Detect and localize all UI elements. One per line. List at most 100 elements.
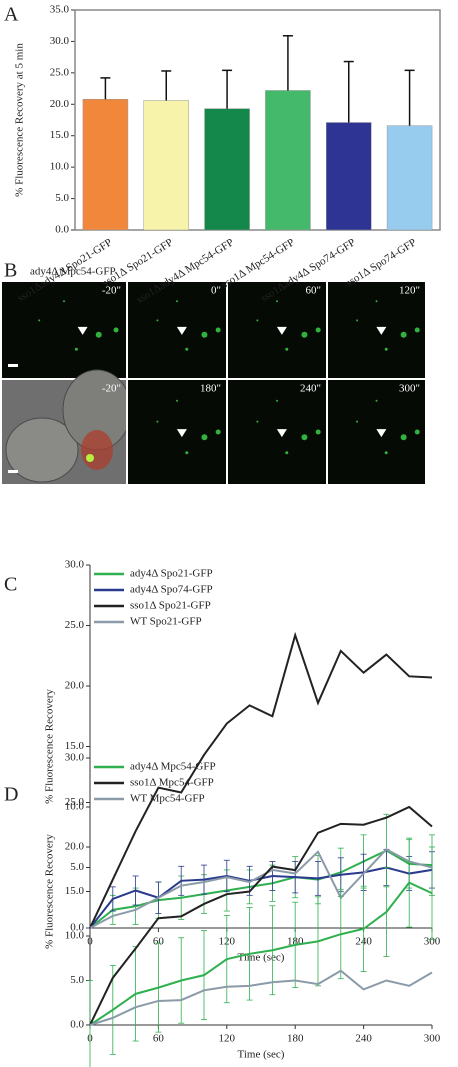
y-tick-label: 20.0	[65, 680, 85, 692]
y-tick-label: 0.0	[70, 922, 84, 934]
micrograph-frame: 300"	[328, 380, 427, 484]
gfp-spot	[86, 454, 94, 462]
time-label: 300"	[399, 383, 420, 395]
y-tick-label: 10.0	[65, 930, 85, 942]
y-tick-label: 5.0	[70, 861, 84, 873]
panel-letter: A	[4, 4, 19, 26]
gfp-spot	[156, 319, 159, 322]
gfp-spot	[113, 327, 119, 333]
legend-label: ady4Δ Spo21-GFP	[130, 568, 213, 580]
y-tick-label: 25.0	[65, 619, 85, 631]
bar	[82, 99, 129, 231]
gfp-spot	[201, 434, 208, 441]
micrograph-frame: -20"	[2, 282, 128, 378]
time-label: -20"	[102, 383, 121, 395]
legend-label: ady4Δ Mpc54-GFP	[130, 761, 216, 773]
panel-title: ady4Δ Mpc54-GFP	[30, 266, 116, 278]
gfp-spot	[400, 434, 407, 441]
y-tick-label: 20.0	[65, 841, 85, 853]
arrowhead	[176, 326, 187, 335]
y-tick-label: 5.0	[70, 974, 84, 986]
cell-signal	[81, 430, 113, 470]
time-label: 240"	[300, 383, 321, 395]
x-tick-label: 300	[424, 936, 441, 948]
scale-bar	[8, 470, 18, 473]
legend-label: sso1Δ Mpc54-GFP	[130, 777, 214, 789]
x-tick-label: 180	[287, 1033, 304, 1045]
panel-letter: B	[4, 260, 17, 282]
gfp-spot	[356, 319, 359, 322]
arrowhead	[276, 326, 287, 335]
gfp-spot	[156, 420, 159, 423]
x-axis-label: Time (sec)	[238, 1049, 285, 1061]
gfp-spot	[276, 300, 278, 303]
time-label: 120"	[399, 285, 420, 297]
gfp-spot	[414, 429, 420, 435]
cell	[5, 417, 79, 483]
y-tick-label: 30.0	[65, 559, 85, 571]
gfp-spot	[414, 327, 420, 333]
bar	[204, 108, 250, 231]
gfp-spot	[215, 429, 221, 435]
micrograph-frame: 180"	[128, 380, 228, 484]
micrograph	[228, 282, 326, 378]
gfp-spot	[176, 399, 178, 402]
legend-label: WT Spo21-GFP	[130, 616, 202, 628]
x-axis-label: Time (sec)	[238, 952, 285, 964]
y-tick-label: 10.0	[50, 161, 70, 173]
micrograph-frame: 0"	[128, 282, 228, 378]
y-axis-label: % Fluorescence Recovery at 5 min	[14, 43, 26, 197]
micrograph-frame: -20"	[2, 369, 132, 484]
micrograph	[2, 282, 126, 378]
micrograph-frame: 240"	[228, 380, 328, 484]
gfp-spot	[276, 399, 278, 402]
micrograph	[328, 380, 425, 484]
x-tick-label: 120	[219, 1033, 236, 1045]
series-line	[89, 805, 433, 1026]
arrowhead	[376, 429, 387, 438]
gfp-spot	[315, 327, 321, 333]
arrowhead	[77, 326, 88, 335]
plot-frame	[74, 9, 441, 231]
y-tick-label: 25.0	[50, 66, 70, 78]
series-line	[89, 631, 433, 929]
time-label: 0"	[211, 285, 221, 297]
arrowhead	[276, 429, 287, 438]
micrograph	[328, 282, 425, 378]
legend-label: WT Mpc54-GFP	[130, 793, 205, 805]
series-line	[89, 881, 433, 1026]
bar	[386, 125, 433, 231]
y-tick-label: 15.0	[50, 129, 70, 141]
y-tick-label: 35.0	[50, 4, 70, 16]
x-tick-label: 240	[355, 1033, 372, 1045]
gfp-spot	[185, 451, 189, 455]
time-label: 60"	[306, 285, 322, 297]
time-label: 180"	[200, 383, 221, 395]
gfp-spot	[185, 347, 189, 351]
micrograph	[128, 282, 226, 378]
gfp-spot	[95, 331, 102, 338]
y-tick-label: 0.0	[55, 224, 69, 236]
x-tick-label: 60	[153, 936, 165, 948]
bar	[143, 100, 190, 231]
gfp-spot	[285, 451, 289, 455]
gfp-spot	[315, 429, 321, 435]
y-tick-label: 25.0	[65, 796, 85, 808]
panel-letter: D	[4, 784, 18, 806]
gfp-spot	[38, 319, 41, 322]
series-line	[89, 848, 433, 929]
gfp-spot	[285, 347, 289, 351]
gfp-spot	[74, 347, 78, 351]
gfp-spot	[256, 319, 259, 322]
gfp-spot	[63, 300, 65, 303]
bar	[265, 90, 311, 231]
bar	[325, 122, 372, 231]
gfp-spot	[215, 327, 221, 333]
gfp-spot	[176, 300, 178, 303]
micrograph-frame: 60"	[228, 282, 328, 378]
micrograph-frame: 120"	[328, 282, 427, 378]
x-tick-label: 300	[424, 1033, 441, 1045]
gfp-spot	[256, 420, 259, 423]
arrowhead	[376, 326, 387, 335]
